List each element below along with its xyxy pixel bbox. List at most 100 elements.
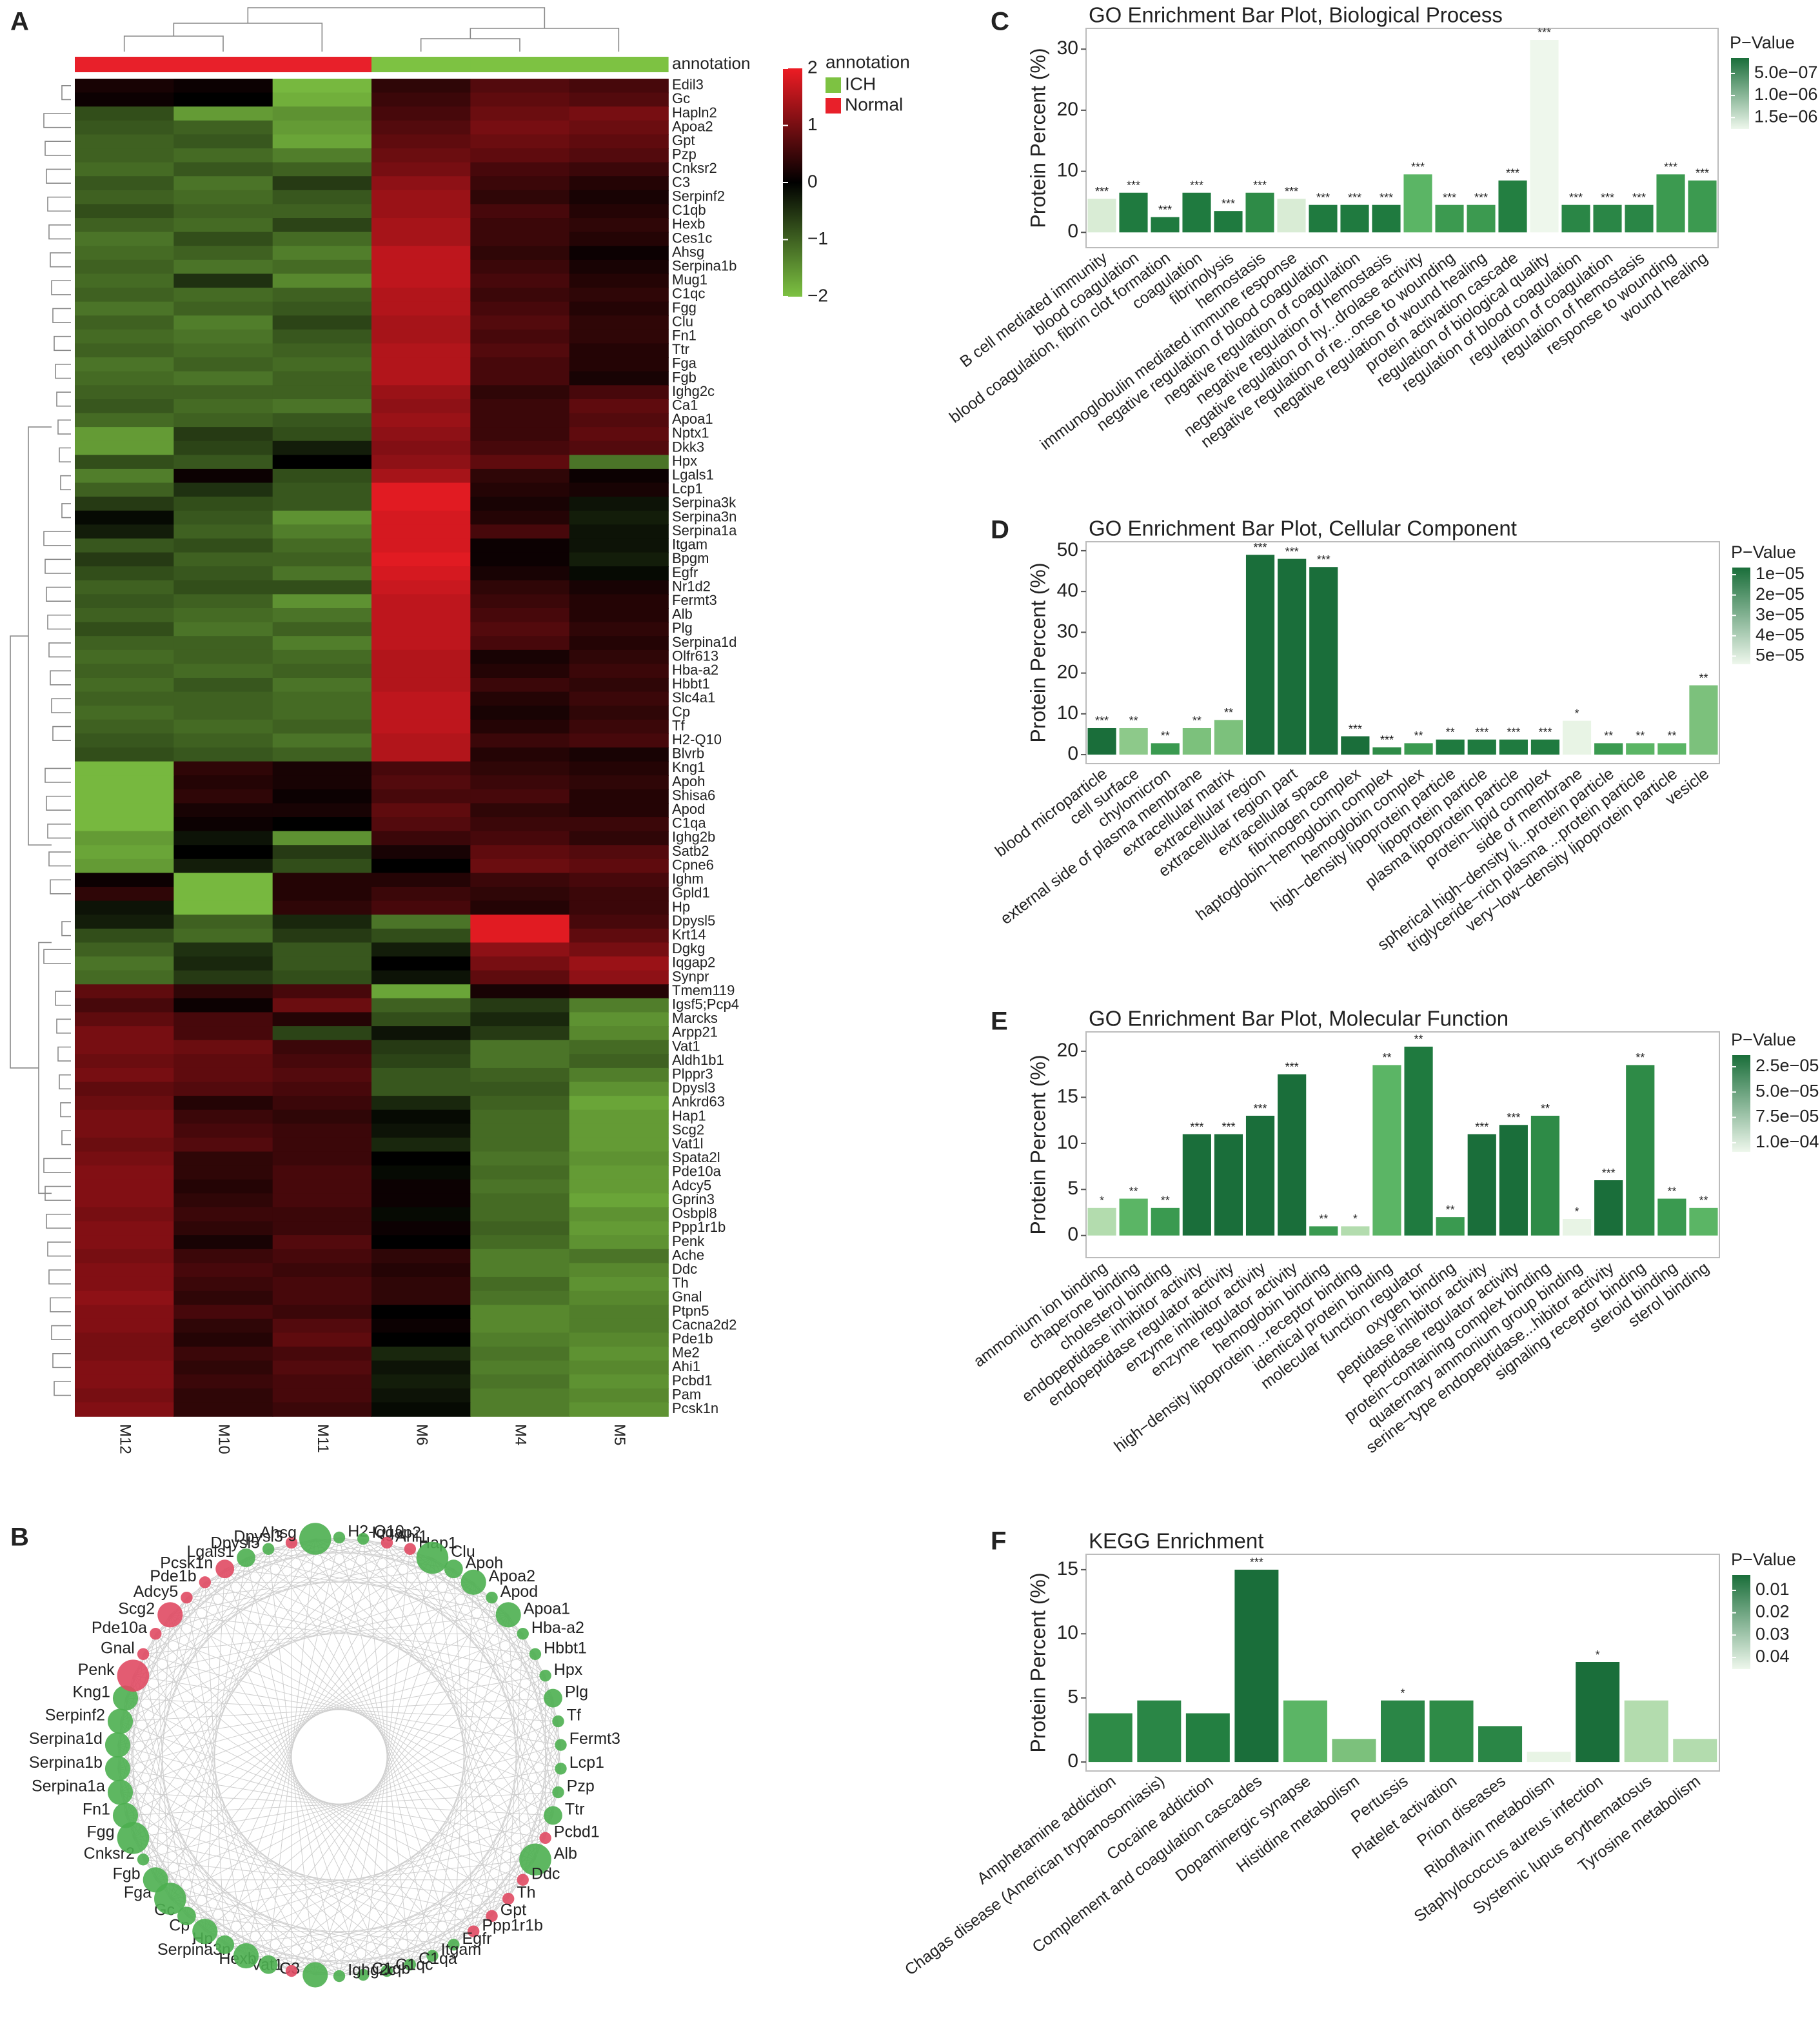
heatmap-cell	[470, 747, 570, 762]
node-label: Kng1	[73, 1683, 110, 1701]
node	[104, 1732, 131, 1758]
significance-label: ***	[1507, 1111, 1520, 1124]
colorbar-tick-label: 0	[807, 171, 818, 191]
node-label: Pde10a	[92, 1619, 147, 1637]
heatmap-cell	[173, 246, 273, 261]
heatmap-cell	[470, 552, 570, 567]
heatmap-cell	[569, 343, 669, 358]
bar	[1245, 1116, 1275, 1236]
heatmap-cell	[75, 134, 175, 149]
heatmap-cell	[173, 1179, 273, 1194]
heatmap-cell	[75, 608, 175, 623]
row-label: Lcp1	[672, 480, 703, 497]
heatmap-cell	[371, 1332, 471, 1347]
heatmap-cell	[371, 232, 471, 247]
node-label: C1qa	[419, 1950, 457, 1968]
row-label: Apoh	[672, 773, 705, 789]
edge	[155, 1542, 292, 1880]
row-label: C1qb	[672, 202, 706, 218]
node-label: Th	[517, 1884, 535, 1902]
heatmap-cell	[272, 218, 372, 233]
heatmap-cell	[75, 1012, 175, 1027]
heatmap-cell	[569, 524, 669, 539]
node-label: Ahsg	[260, 1524, 297, 1542]
heatmap-cell	[272, 831, 372, 846]
heatmap-cell	[470, 817, 570, 832]
heatmap-cell	[272, 259, 372, 275]
edge	[224, 1568, 492, 1598]
heatmap-cell	[371, 1318, 471, 1334]
heatmap-cell	[173, 468, 273, 484]
heatmap-cell	[371, 1040, 471, 1055]
significance-label: **	[1636, 1051, 1645, 1064]
node	[262, 1543, 275, 1555]
node-label: C1qc	[395, 1956, 433, 1974]
heatmap-cell	[272, 288, 372, 302]
heatmap-cell	[371, 134, 471, 149]
heatmap-cell	[272, 92, 372, 108]
node	[416, 1541, 449, 1574]
edge	[155, 1879, 410, 1965]
row-label: Pcbd1	[672, 1372, 712, 1389]
colorbar-tick-label: 1e−05	[1756, 564, 1805, 583]
heatmap-cell	[371, 288, 471, 302]
node-label: Serpina1b	[29, 1754, 103, 1772]
heatmap-cell	[173, 218, 273, 233]
heatmap-cell	[371, 315, 471, 330]
heatmap-cell	[272, 1096, 372, 1111]
significance-label: **	[1699, 671, 1708, 684]
node	[517, 1627, 529, 1640]
heatmap-cell	[470, 900, 570, 916]
edge	[117, 1745, 269, 1965]
colorbar	[1732, 1055, 1750, 1152]
legend-swatch	[826, 98, 841, 114]
significance-label: ***	[1507, 726, 1520, 738]
heatmap-cell	[371, 747, 471, 762]
heatmap-cell	[75, 984, 175, 999]
column-label: M12	[116, 1424, 134, 1454]
y-tick-label: 5	[1067, 1687, 1078, 1708]
heatmap-cell	[470, 719, 570, 735]
heatmap-cell	[173, 998, 273, 1013]
edge	[117, 1768, 433, 1957]
heatmap-cell	[173, 1151, 273, 1166]
heatmap-cell	[470, 343, 570, 358]
heatmap-cell	[569, 440, 669, 456]
heatmap-cell	[173, 928, 273, 944]
heatmap-cell	[569, 148, 669, 163]
heatmap-cell	[173, 288, 273, 302]
significance-label: ***	[1285, 545, 1299, 558]
heatmap-cell	[470, 329, 570, 344]
row-label: Fgb	[672, 369, 697, 385]
heatmap-cell	[470, 594, 570, 609]
bar	[1283, 1700, 1327, 1763]
heatmap-cell	[470, 399, 570, 414]
heatmap-cell	[75, 636, 175, 651]
edge	[125, 1697, 364, 1975]
node-label: Hbbt1	[544, 1639, 587, 1657]
significance-label: **	[1667, 729, 1676, 742]
heatmap-cell	[470, 218, 570, 233]
heatmap-cell	[470, 1082, 570, 1096]
colorbar-tick-label: 0.02	[1756, 1602, 1790, 1621]
bar	[1341, 1226, 1370, 1236]
heatmap-cell	[75, 288, 175, 302]
heatmap-cell	[75, 887, 175, 902]
row-label: Nptx1	[672, 425, 709, 441]
heatmap-cell	[272, 510, 372, 526]
y-tick-label: 30	[1057, 37, 1078, 59]
edge	[125, 1537, 340, 1699]
heatmap-cell	[272, 134, 372, 149]
heatmap-cell	[371, 468, 471, 484]
significance-label: ***	[1475, 1120, 1489, 1133]
heatmap-cell	[371, 79, 471, 94]
heatmap-cell	[470, 1374, 570, 1389]
heatmap-cell	[75, 817, 175, 832]
edge	[291, 1542, 559, 1793]
edge	[132, 1582, 206, 1838]
heatmap-cell	[569, 1067, 669, 1083]
heatmap-cell	[75, 246, 175, 261]
row-label: Gnal	[672, 1289, 702, 1305]
heatmap-cell	[569, 1249, 669, 1264]
heatmap-cell	[470, 482, 570, 497]
